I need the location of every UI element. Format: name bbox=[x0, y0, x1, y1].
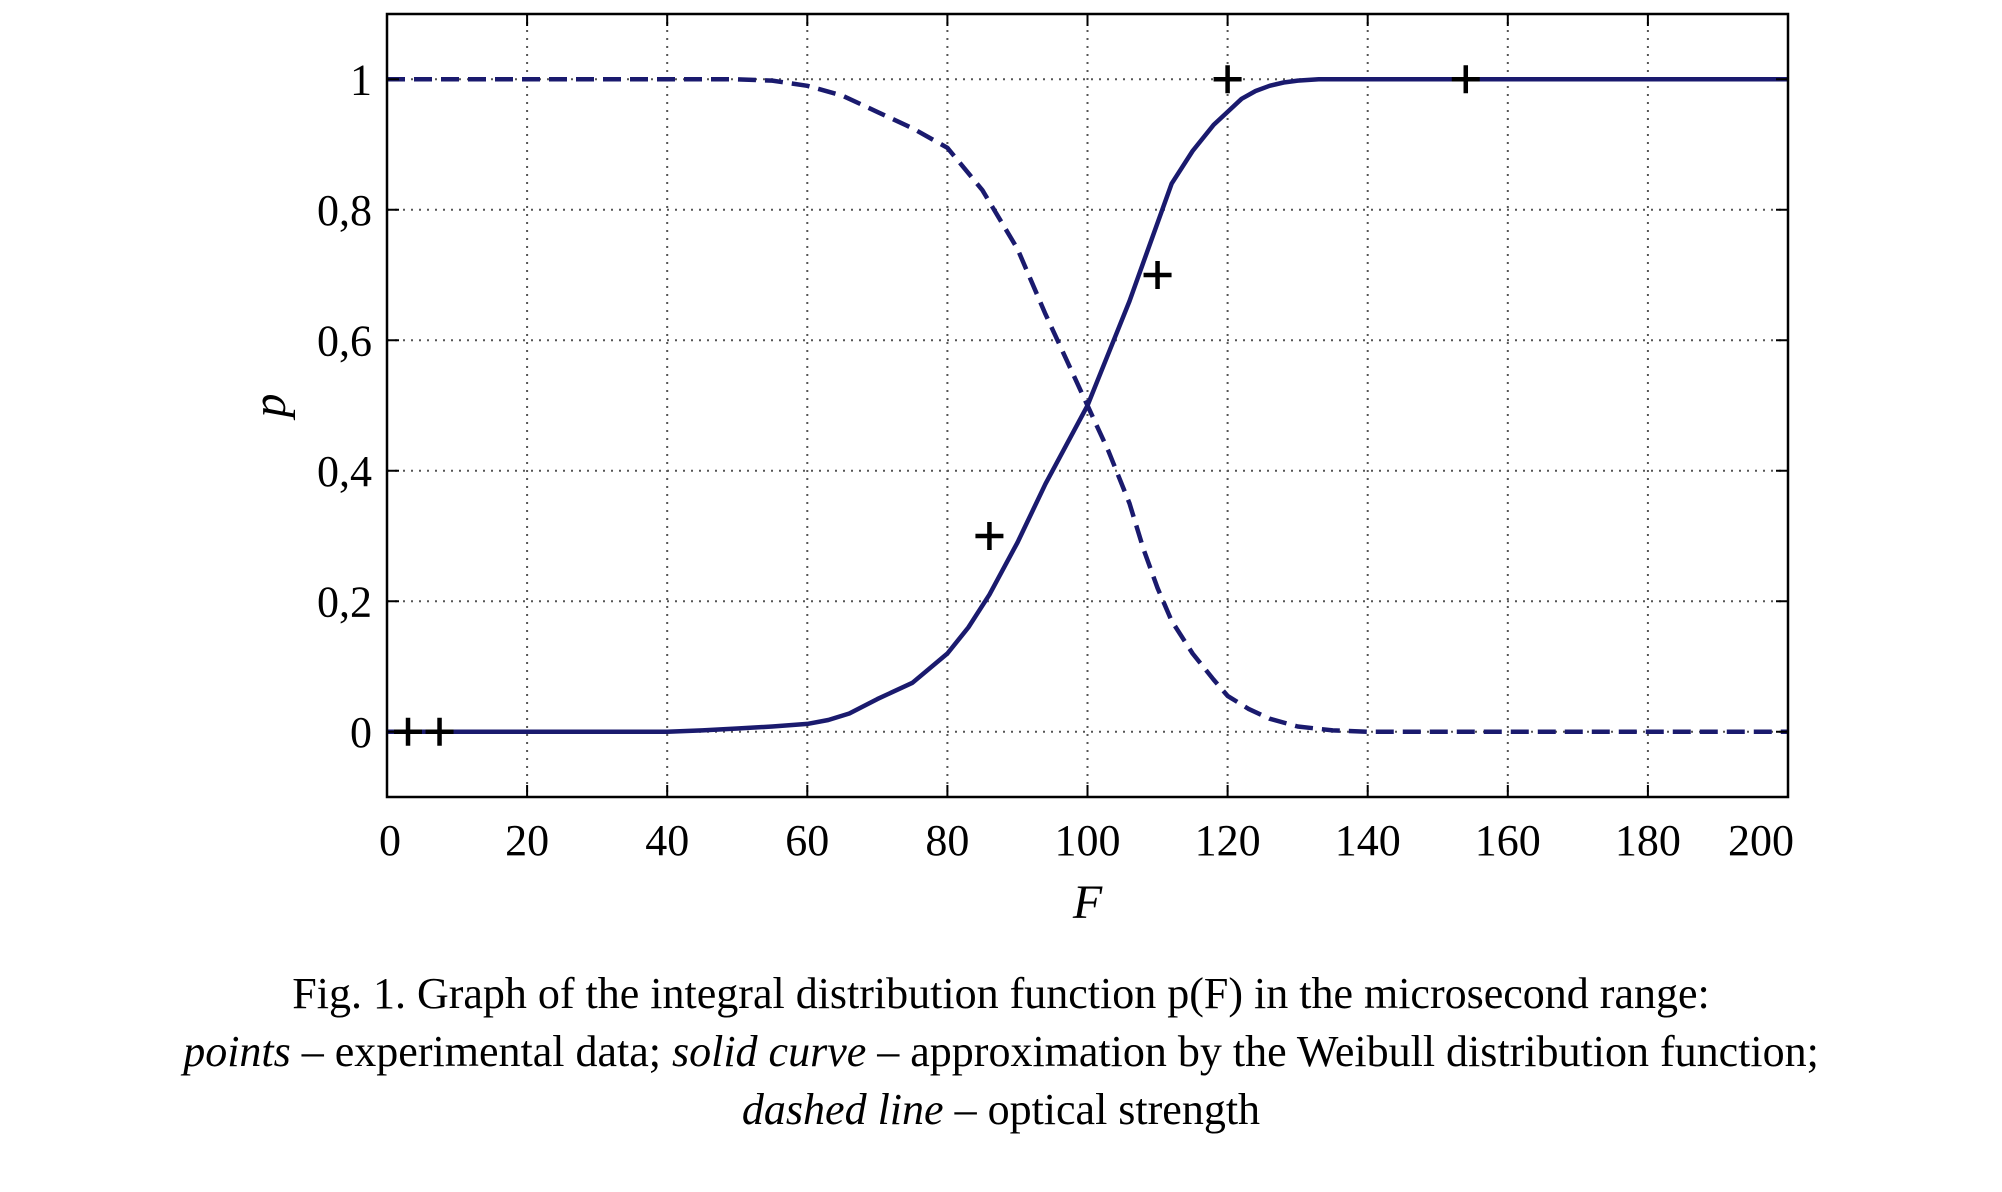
x-tick-label: 180 bbox=[1615, 816, 1681, 865]
caption-dashed-term: dashed line bbox=[741, 1085, 944, 1134]
data-point-marker bbox=[975, 522, 1004, 550]
x-tick-label: 60 bbox=[785, 816, 829, 865]
y-tick-label: 0,8 bbox=[317, 186, 372, 235]
y-tick-label: 0,2 bbox=[317, 577, 372, 626]
dashed-curve bbox=[387, 77, 1788, 735]
data-point-marker bbox=[1143, 261, 1172, 289]
caption-line-2: points – experimental data; solid curve … bbox=[0, 1023, 2002, 1081]
x-axis-title: F bbox=[1072, 876, 1103, 929]
y-tick-label: 0 bbox=[350, 708, 372, 757]
y-tick-label: 0,6 bbox=[317, 316, 372, 365]
x-tick-label: 20 bbox=[505, 816, 549, 865]
y-axis-title: p bbox=[243, 394, 296, 421]
curves bbox=[387, 77, 1788, 735]
x-tick-label: 40 bbox=[645, 816, 689, 865]
data-point-marker bbox=[1213, 65, 1242, 94]
caption-solid-term: solid curve bbox=[671, 1027, 867, 1076]
data-point-marker bbox=[1451, 65, 1480, 94]
x-tick-label: 100 bbox=[1055, 816, 1121, 865]
caption-dashed-text: – optical strength bbox=[943, 1085, 1261, 1134]
caption-line-1: Fig. 1. Graph of the integral distributi… bbox=[292, 969, 1710, 1018]
axis-ticks: 0 20 40 60 80 100 120 140 160 180 200 0 0,2 0,4 0,6 0,8… bbox=[317, 14, 1794, 865]
figure-caption: Fig. 1. Graph of the integral distributi… bbox=[0, 965, 2002, 1139]
x-tick-label: 200 bbox=[1728, 816, 1794, 865]
chart: 0 20 40 60 80 100 120 140 160 180 200 0 0,2 0,4 0,6 0,8… bbox=[243, 12, 1794, 929]
solid-curve bbox=[387, 77, 1788, 735]
x-tick-label: 120 bbox=[1195, 816, 1261, 865]
caption-points-term: points bbox=[183, 1027, 291, 1076]
data-point-marker bbox=[425, 717, 454, 746]
y-tick-label: 0,4 bbox=[317, 447, 372, 496]
caption-solid-text: – approximation by the Weibull distribut… bbox=[866, 1027, 1819, 1076]
caption-points-text: – experimental data; bbox=[290, 1027, 672, 1076]
x-tick-label: 0 bbox=[379, 816, 401, 865]
y-tick-label: 1 bbox=[350, 55, 372, 104]
data-points bbox=[394, 65, 1480, 746]
x-tick-label: 160 bbox=[1475, 816, 1541, 865]
x-tick-label: 140 bbox=[1335, 816, 1401, 865]
x-tick-label: 80 bbox=[925, 816, 969, 865]
caption-line-3: dashed line – optical strength bbox=[0, 1081, 2002, 1139]
